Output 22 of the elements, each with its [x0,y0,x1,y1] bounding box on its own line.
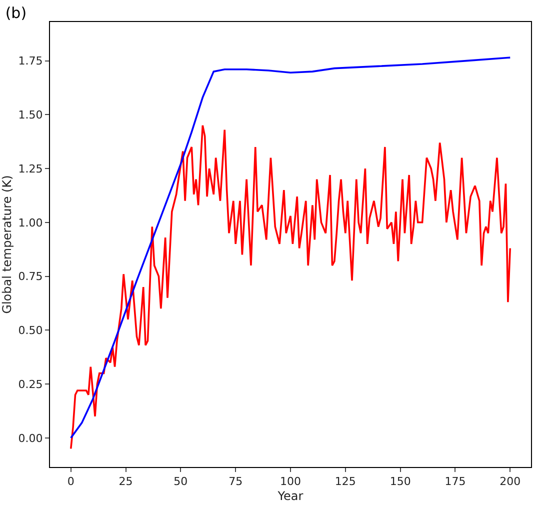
chart-title: (b) [5,4,27,22]
y-tick-label: 1.00 [18,216,43,230]
x-tick-label: 200 [500,475,521,488]
x-tick-label: 50 [174,475,188,488]
x-tick-label: 100 [280,475,301,488]
x-tick-label: 0 [67,475,74,488]
y-tick-label: 0.50 [18,324,43,338]
x-tick-label: 75 [228,475,243,488]
line-series [70,56,512,439]
y-tick-label: 0.00 [18,432,43,445]
x-axis-title: Year [276,489,304,504]
x-tick-label: 150 [390,475,411,488]
y-tick-label: 0.75 [18,270,43,284]
x-tick-label: 125 [334,475,356,488]
y-tick-label: 1.75 [18,54,43,68]
y-tick-label: 1.25 [18,162,43,176]
y-tick-label: 0.25 [18,378,43,391]
x-tick-label: 175 [444,475,466,488]
y-axis-title: Global temperature (K) [0,175,14,314]
x-tick-label: 25 [118,475,133,488]
line-series [70,124,512,450]
y-tick-label: 1.50 [18,108,43,122]
